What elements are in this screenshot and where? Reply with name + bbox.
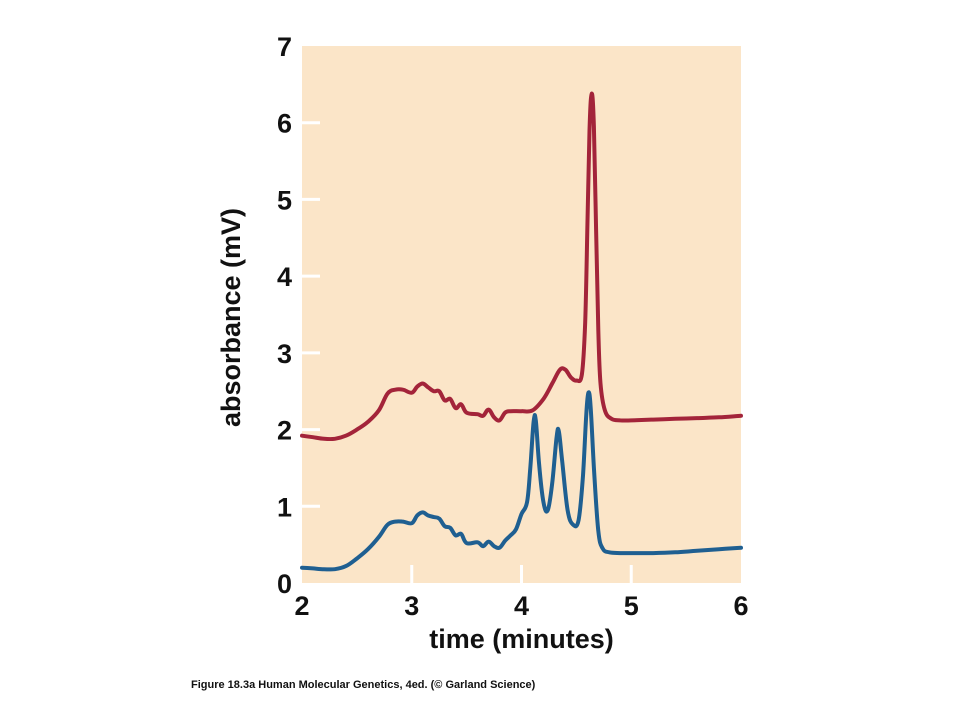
series-lines <box>300 91 743 572</box>
x-tick-label: 2 <box>294 591 309 621</box>
y-tick-label: 4 <box>277 262 292 292</box>
x-axis-ticks: 2 3 4 5 6 <box>294 565 749 621</box>
y-tick-label: 6 <box>277 109 292 139</box>
figure-caption: Figure 18.3a Human Molecular Genetics, 4… <box>191 679 536 691</box>
y-axis-ticks: 0 1 2 3 4 5 6 7 <box>277 32 320 599</box>
x-tick-label: 6 <box>733 591 748 621</box>
y-tick-label: 5 <box>277 185 292 215</box>
plot-area-background <box>302 46 741 583</box>
y-tick-label: 1 <box>277 492 292 522</box>
y-tick-label: 0 <box>277 569 292 599</box>
y-tick-label: 3 <box>277 339 292 369</box>
x-tick-label: 4 <box>514 591 529 621</box>
y-tick-label: 7 <box>277 32 292 62</box>
x-axis-title: time (minutes) <box>429 624 614 654</box>
y-tick-label: 2 <box>277 416 292 446</box>
x-tick-label: 3 <box>404 591 419 621</box>
series-line-2 <box>300 390 743 572</box>
y-axis-title: absorbance (mV) <box>216 208 246 427</box>
x-tick-label: 5 <box>624 591 639 621</box>
series-line-1 <box>300 91 743 442</box>
